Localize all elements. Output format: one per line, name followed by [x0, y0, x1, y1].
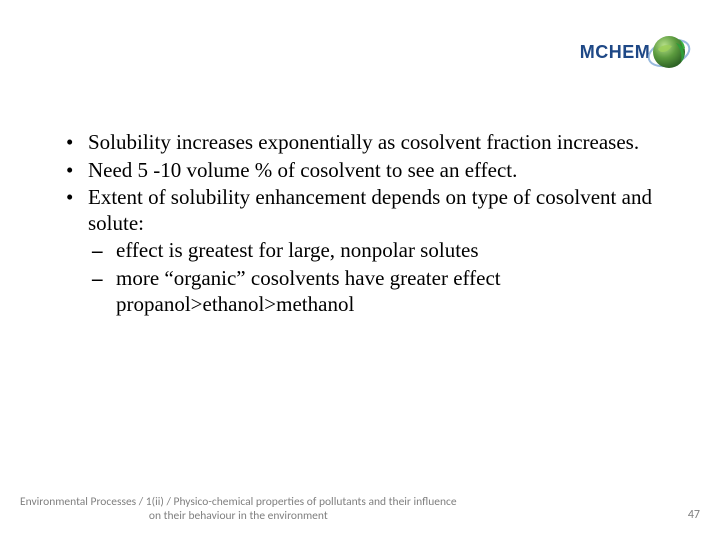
logo-text: MCHEM	[580, 42, 651, 63]
bullet-text: Solubility increases exponentially as co…	[88, 130, 639, 154]
bullet-item: Need 5 -10 volume % of cosolvent to see …	[60, 158, 680, 184]
sub-bullet-item: more “organic” cosolvents have greater e…	[88, 266, 680, 317]
page-number: 47	[688, 508, 700, 522]
bullet-list: Solubility increases exponentially as co…	[60, 130, 680, 317]
sub-bullet-list: effect is greatest for large, nonpolar s…	[88, 238, 680, 317]
sub-bullet-text: more “organic” cosolvents have greater e…	[116, 266, 501, 316]
globe-icon	[646, 29, 692, 75]
bullet-item: Extent of solubility enhancement depends…	[60, 185, 680, 317]
sub-bullet-text: effect is greatest for large, nonpolar s…	[116, 238, 479, 262]
footer-text: Environmental Processes / 1(ii) / Physic…	[20, 496, 457, 524]
footer-line1: Environmental Processes / 1(ii) / Physic…	[20, 495, 457, 509]
footer: Environmental Processes / 1(ii) / Physic…	[20, 496, 700, 524]
bullet-text: Need 5 -10 volume % of cosolvent to see …	[88, 158, 517, 182]
sub-bullet-item: effect is greatest for large, nonpolar s…	[88, 238, 680, 264]
bullet-text: Extent of solubility enhancement depends…	[88, 185, 652, 235]
bullet-item: Solubility increases exponentially as co…	[60, 130, 680, 156]
logo: MCHEM	[576, 20, 696, 84]
content-area: Solubility increases exponentially as co…	[60, 130, 680, 319]
footer-line2: on their behaviour in the environment	[149, 509, 328, 523]
slide: MCHEM Solubility increase	[0, 0, 720, 540]
